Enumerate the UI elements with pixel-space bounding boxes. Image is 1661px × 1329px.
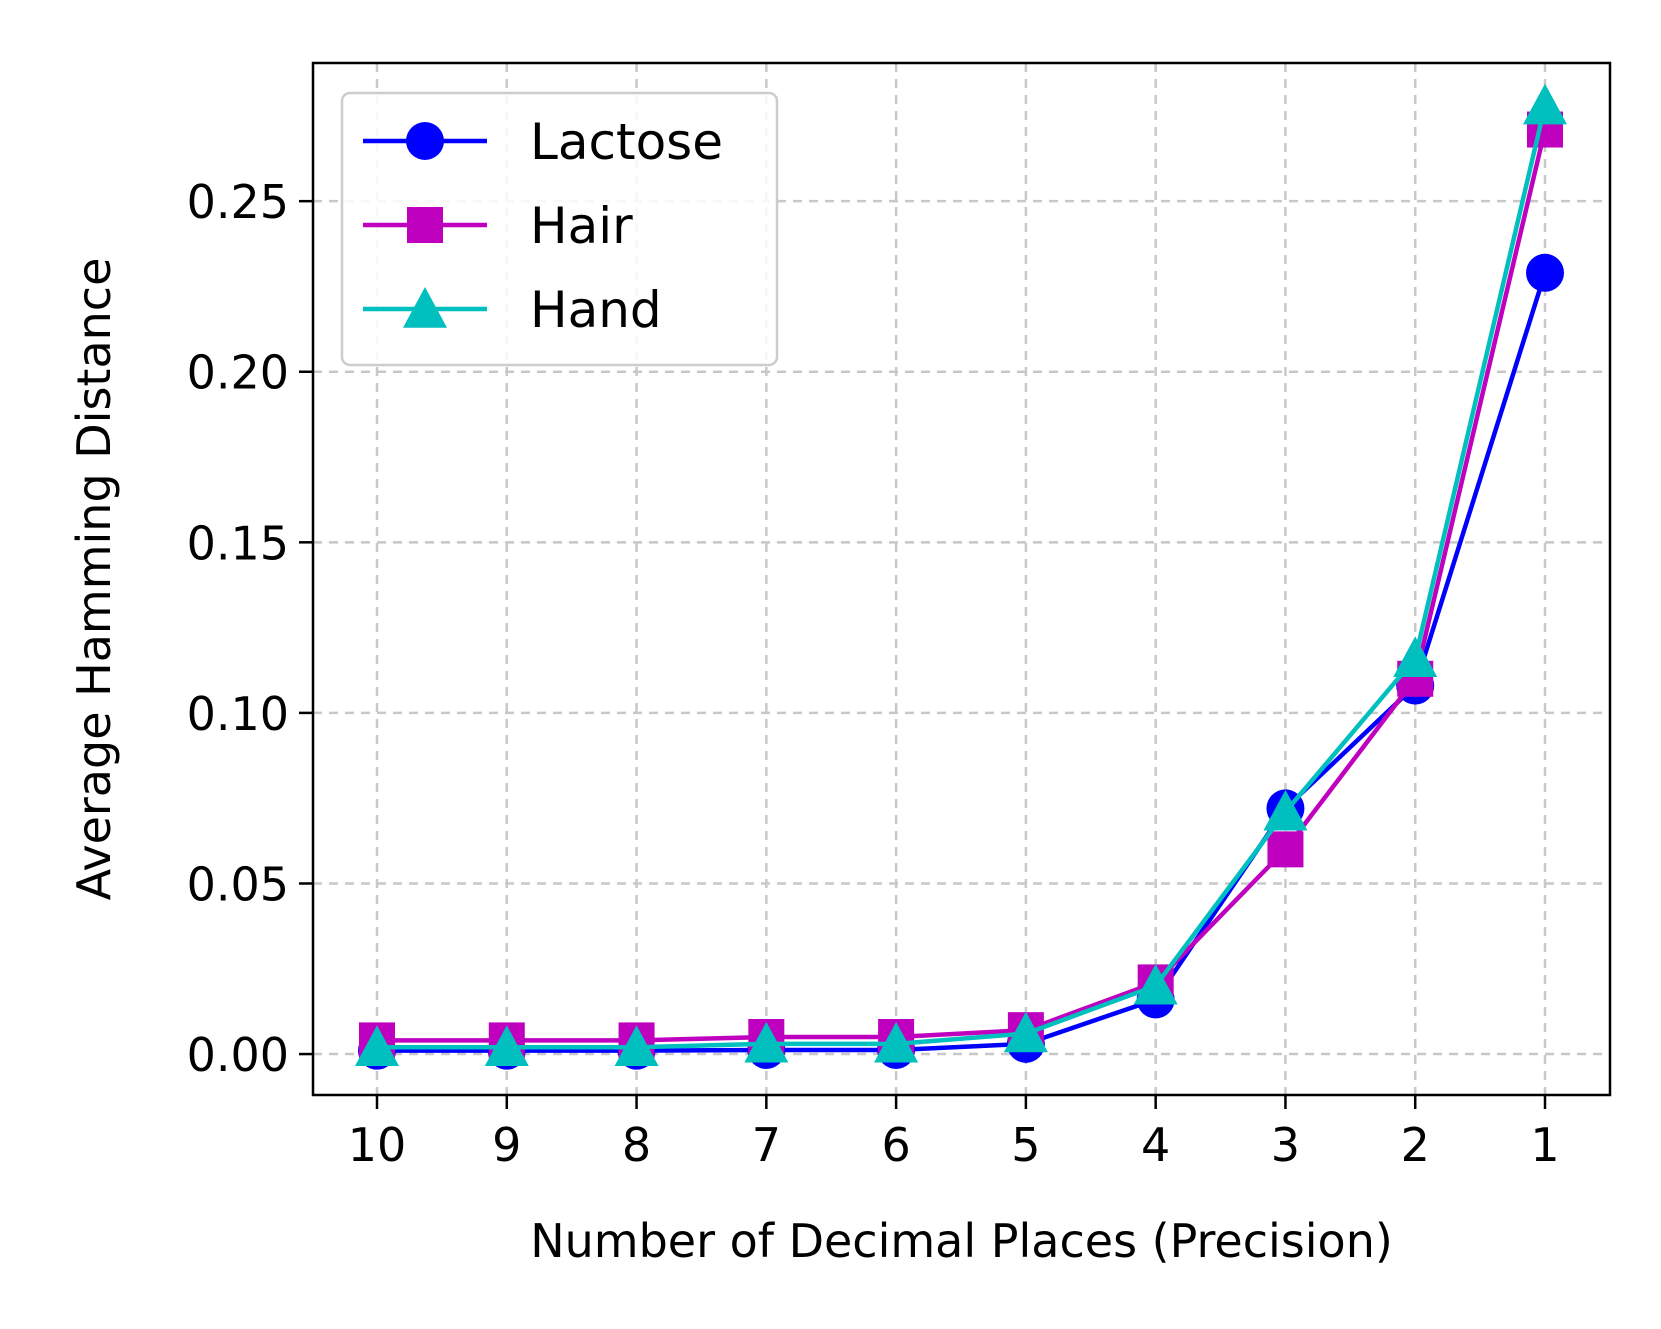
data-point-hand [1003,1011,1048,1053]
legend-label-lactose: Lactose [530,113,723,171]
data-point-hand [1523,83,1567,125]
y-tick-label: 0.25 [187,175,289,229]
legend-label-hand: Hand [530,281,662,339]
series-line-hair [377,129,1548,1043]
data-point-hand [1393,636,1438,678]
y-tick-label: 0.05 [187,857,289,911]
data-point-hand [1133,963,1178,1005]
series-hand [355,83,1567,1066]
x-tick-label: 5 [1011,1118,1040,1172]
x-tick-label: 2 [1401,1118,1430,1172]
x-tick-label: 8 [622,1118,651,1172]
data-point-hand [874,1021,919,1063]
y-tick-label: 0.10 [187,687,289,741]
x-tick-label: 6 [881,1118,910,1172]
data-point-hand [355,1025,399,1066]
x-tick-label: 1 [1530,1118,1559,1172]
axes: 10 9 8 7 6 5 4 3 2 1 0.00 0.05 0.10 0.15 0.20 0.25 [187,175,1560,1172]
series-line-hand [377,105,1548,1050]
legend-label-hair: Hair [530,197,633,255]
legend: Lactose Hair Hand [340,91,779,367]
y-tick-label: 0.20 [187,346,289,400]
series-lactose [358,253,1564,1070]
series-line-lactose [377,272,1548,1053]
series-layer [355,83,1567,1070]
y-tick-label: 0.00 [187,1028,289,1082]
x-tick-label: 3 [1271,1118,1300,1172]
data-point-lactose [1526,253,1564,292]
x-tick-label: 9 [492,1118,521,1172]
x-tick-label: 4 [1141,1118,1170,1172]
x-tick-label: 7 [752,1118,781,1172]
legend-marker-hand [403,287,447,328]
data-point-hand [744,1021,789,1063]
data-point-hand [484,1025,529,1066]
data-point-hair [1267,831,1304,868]
y-axis-label: Average Hamming Distance [67,258,121,901]
y-tick-label: 0.15 [187,516,289,570]
x-axis-label: Number of Decimal Places (Precision) [530,1214,1393,1268]
x-tick-label: 10 [348,1118,407,1172]
legend-box [340,91,779,367]
plot-area-frame [311,61,1612,1097]
legend-marker-hair [407,207,443,243]
data-point-hand [614,1025,659,1066]
legend-marker-lactose [406,122,444,160]
data-point-hand [1263,789,1308,831]
